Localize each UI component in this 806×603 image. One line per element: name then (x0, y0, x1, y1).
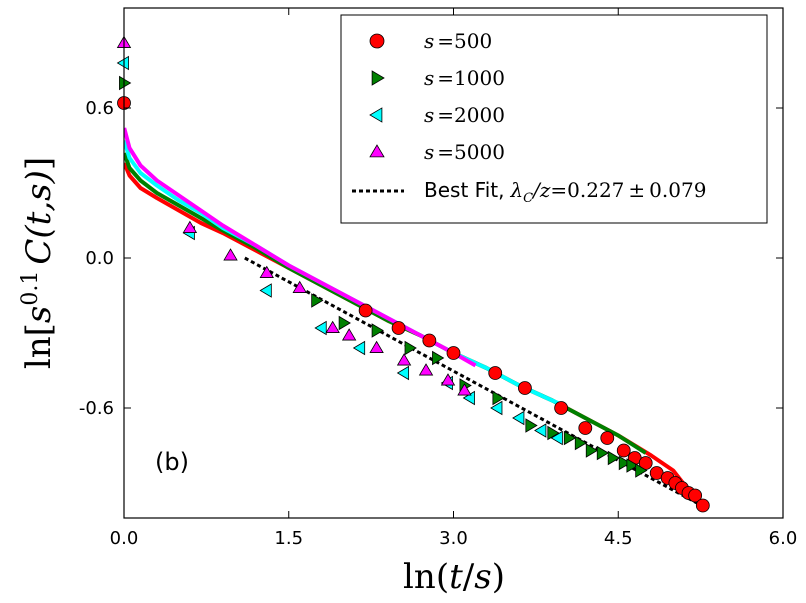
data-point-2000-10 (534, 423, 547, 438)
data-point-500-2 (391, 321, 406, 335)
data-point-1000-10 (563, 430, 577, 446)
data-point-2000-9 (512, 410, 525, 426)
data-point-1000-1 (311, 293, 324, 308)
data-point-1000-3 (371, 323, 384, 338)
series-curve-5000 (124, 127, 477, 368)
data-point-1000-11 (574, 435, 588, 451)
data-point-500-5 (488, 366, 503, 380)
data-point-2000-5 (396, 365, 410, 381)
data-point-5000-9 (418, 363, 434, 376)
x-tick-label: 6.0 (769, 528, 798, 549)
series-layer (116, 35, 710, 513)
legend-frame (340, 14, 768, 224)
legend-entry-5000: s =5000 (424, 140, 505, 164)
data-point-5000-5 (325, 320, 340, 333)
data-point-1000-9 (547, 425, 560, 441)
data-point-2000-11 (550, 430, 563, 446)
data-point-500-7 (554, 401, 569, 415)
data-point-5000-2 (223, 248, 238, 261)
y-axis-label: ln[s0.1C(t,s)] (18, 157, 59, 369)
data-point-1000-14 (607, 450, 621, 466)
data-point-500-8 (578, 421, 593, 435)
x-tick-label: 0.0 (110, 528, 139, 549)
legend-entry-2000: s =2000 (424, 103, 505, 127)
data-point-5000-8 (396, 353, 412, 366)
data-point-2000-4 (352, 340, 366, 356)
data-point-500-9 (600, 431, 615, 445)
data-point-1000-0 (119, 75, 132, 91)
data-point-500-10 (616, 443, 631, 458)
legend: s =500 s =1000 s =2000 s =5000 Best Fit, λC/z… (340, 14, 768, 224)
data-point-500-1 (358, 303, 373, 318)
data-point-1000-2 (338, 315, 351, 331)
data-point-1000-4 (404, 340, 417, 356)
data-point-2000-3 (314, 320, 327, 336)
data-point-1000-12 (585, 443, 599, 458)
data-point-1000-15 (618, 455, 632, 471)
data-point-500-4 (446, 346, 461, 360)
data-point-5000-7 (369, 340, 384, 353)
data-point-1000-16 (626, 458, 639, 473)
y-tick-label: 0.0 (85, 248, 114, 269)
legend-entry-fit: Best Fit, λC/z=0.227 ±0.079 (424, 178, 706, 206)
data-point-5000-1 (182, 220, 198, 233)
x-tick-label: 3.0 (439, 528, 468, 549)
data-point-5000-10 (440, 373, 456, 386)
legend-entry-500: s =500 (424, 29, 492, 53)
data-point-1000-13 (596, 445, 610, 461)
data-point-2000-0 (116, 55, 129, 71)
legend-marker-1000 (371, 70, 385, 86)
data-point-5000-6 (341, 328, 357, 341)
data-point-2000-2 (259, 283, 272, 298)
data-point-500-18 (688, 488, 703, 503)
data-point-1000-5 (432, 350, 445, 366)
data-point-500-3 (422, 333, 437, 348)
data-point-1000-8 (525, 418, 538, 433)
x-tick-label: 1.5 (274, 528, 303, 549)
data-point-500-6 (517, 381, 532, 395)
legend-markers (369, 33, 385, 158)
x-axis-label: ln(t/s) (403, 557, 505, 597)
data-point-5000-3 (259, 265, 274, 278)
legend-marker-2000 (369, 107, 383, 123)
x-tick-label: 4.5 (604, 528, 633, 549)
data-point-1000-7 (492, 390, 505, 406)
data-point-1000-17 (635, 463, 648, 478)
axes-layer: 0.0 1.5 3.0 4.5 6.0 0.6 0.0 -0.6 (79, 7, 798, 549)
legend-marker-500 (369, 33, 385, 49)
y-tick-label: -0.6 (79, 398, 114, 419)
panel-label: (b) (155, 448, 189, 476)
data-point-5000-11 (457, 383, 472, 396)
data-point-5000-4 (292, 280, 307, 293)
legend-entry-1000: s =1000 (424, 66, 505, 90)
data-point-500-19 (695, 498, 710, 513)
legend-marker-5000 (369, 144, 385, 158)
y-tick-label: 0.6 (85, 98, 114, 119)
data-point-2000-8 (490, 400, 503, 416)
